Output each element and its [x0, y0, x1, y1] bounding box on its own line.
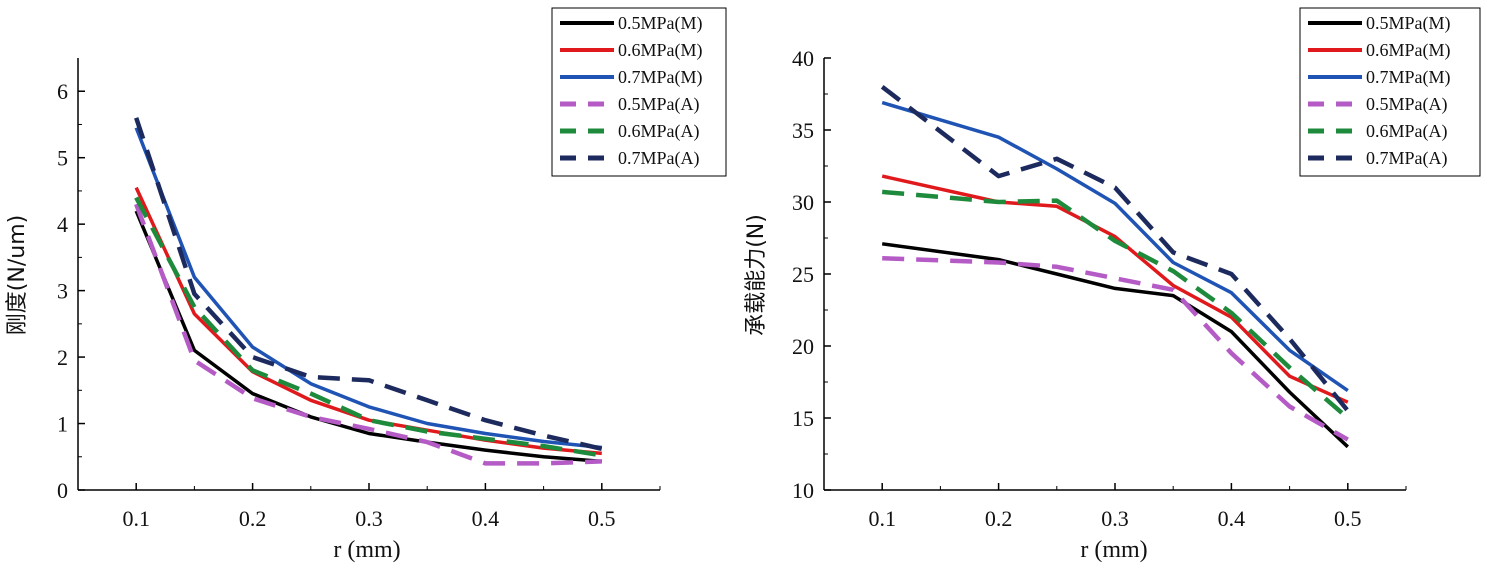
legend: 0.5MPa(M) 0.6MPa(M) 0.7MPa(M) 0.5MPa(A) 0.6M… — [551, 7, 727, 177]
y-tick-label: 2 — [57, 345, 68, 370]
chart-bearing-capacity: 10 15 20 25 30 35 40 0.1 0.2 0.3 0.4 0.5 r (mm) 承载… — [744, 7, 1481, 563]
x-axis-title: r (mm) — [333, 537, 400, 563]
x-tick-label: 0.3 — [355, 506, 383, 531]
legend-label: 0.7MPa(A) — [1366, 148, 1448, 169]
legend: 0.5MPa(M) 0.6MPa(M) 0.7MPa(M) 0.5MPa(A) 0.6M… — [1299, 7, 1481, 177]
y-tick-label: 15 — [792, 406, 814, 431]
y-tick-label: 4 — [57, 212, 68, 237]
series-line-0-7mpa-a- — [880, 85, 1350, 413]
series-line-0-5mpa-m- — [881, 242, 1349, 449]
series-line-0-5mpa-a- — [882, 255, 1349, 442]
legend-label: 0.6MPa(A) — [1366, 121, 1448, 142]
x-tick-label: 0.4 — [472, 506, 500, 531]
x-tick-label: 0.1 — [122, 506, 150, 531]
series-group — [880, 85, 1350, 449]
y-ticks: 10 15 20 25 30 35 40 — [792, 46, 831, 503]
series-line-0-6mpa-m- — [881, 174, 1349, 404]
legend-box — [1299, 7, 1481, 177]
legend-label: 0.6MPa(M) — [1366, 40, 1451, 61]
series-line-0-5mpa-m- — [134, 210, 602, 464]
legend-label: 0.5MPa(M) — [1366, 13, 1451, 34]
y-tick-label: 35 — [792, 118, 814, 143]
y-tick-label: 30 — [792, 190, 814, 215]
y-tick-label: 40 — [792, 46, 814, 71]
legend-label: 0.7MPa(A) — [618, 148, 700, 169]
x-tick-label: 0.2 — [239, 506, 267, 531]
y-tick-label: 1 — [57, 412, 68, 437]
legend-label: 0.5MPa(A) — [618, 94, 700, 115]
series-line-0-7mpa-a- — [134, 117, 603, 451]
y-tick-label: 10 — [792, 478, 814, 503]
y-tick-label: 0 — [57, 478, 68, 503]
x-tick-label: 0.2 — [985, 506, 1013, 531]
y-tick-label: 3 — [57, 279, 68, 304]
y-axis-title: 刚度(N/um) — [5, 215, 30, 335]
x-tick-label: 0.5 — [1334, 506, 1362, 531]
x-axis-title: r (mm) — [1080, 537, 1147, 563]
legend-label: 0.7MPa(M) — [618, 67, 703, 88]
y-tick-label: 25 — [792, 262, 814, 287]
y-tick-label: 6 — [57, 79, 68, 104]
x-tick-label: 0.1 — [868, 506, 896, 531]
legend-label: 0.5MPa(A) — [1366, 94, 1448, 115]
series-line-0-7mpa-m- — [134, 127, 602, 450]
x-tick-label: 0.4 — [1218, 506, 1246, 531]
legend-label: 0.7MPa(M) — [1366, 67, 1451, 88]
series-line-0-6mpa-a- — [882, 189, 1350, 420]
series-line-0-6mpa-a- — [134, 196, 603, 458]
x-ticks: 0.1 0.2 0.3 0.4 0.5 — [823, 483, 1407, 531]
y-tick-label: 20 — [792, 334, 814, 359]
x-tick-label: 0.3 — [1101, 506, 1129, 531]
legend-label: 0.6MPa(A) — [618, 121, 700, 142]
y-ticks: 0 1 2 3 4 5 6 — [57, 79, 85, 503]
x-ticks: 0.1 0.2 0.3 0.4 0.5 — [77, 483, 661, 531]
legend-label: 0.6MPa(M) — [618, 40, 703, 61]
y-axis-title: 承载能力(N) — [744, 214, 769, 336]
x-tick-label: 0.5 — [588, 506, 616, 531]
y-tick-label: 5 — [57, 146, 68, 171]
legend-box — [551, 7, 727, 177]
series-group — [134, 117, 603, 466]
series-line-0-5mpa-a- — [134, 203, 602, 466]
legend-label: 0.5MPa(M) — [618, 13, 703, 34]
series-line-0-7mpa-m- — [881, 100, 1349, 393]
